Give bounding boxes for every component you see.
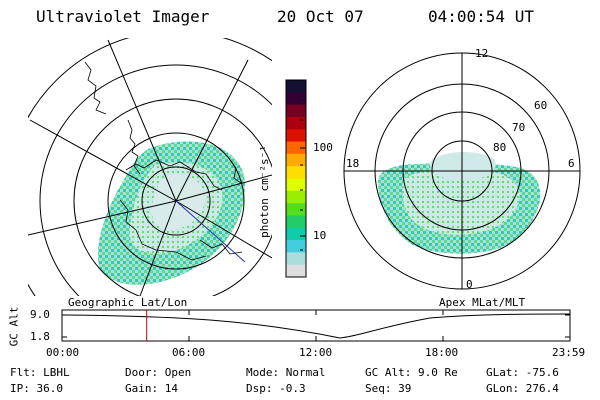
colorbar [285, 79, 307, 278]
terminator-line [175, 200, 246, 263]
colorbar-tick-10: 10 [313, 229, 327, 242]
info-glat: GLat: -75.6 [486, 366, 559, 379]
lat-label-60: 60 [534, 99, 548, 112]
altitude-x-tick-3: 18:00 [425, 346, 459, 359]
mlt-label-bottom: 0 [466, 278, 473, 291]
date-label: 20 Oct 07 [277, 7, 364, 26]
geographic-map [28, 38, 272, 296]
colorbar-segment [286, 141, 306, 155]
altitude-plot [61, 309, 571, 342]
altitude-y-tick-bottom: 1.8 [30, 330, 50, 343]
left-map-label: Geographic Lat/Lon [68, 296, 188, 309]
left-longitude-lines [28, 39, 272, 296]
info-ip: IP: 36.0 [10, 382, 63, 395]
left-coastlines [84, 61, 243, 261]
colorbar-frame [285, 79, 307, 278]
info-gc-alt: GC Alt: 9.0 Re [365, 366, 458, 379]
colorbar-segment [286, 178, 306, 192]
colorbar-segment [286, 153, 306, 167]
info-dsp: Dsp: -0.3 [246, 382, 306, 395]
colorbar-segment [286, 92, 306, 106]
lat-label-70: 70 [512, 121, 526, 134]
info-glon: GLon: 276.4 [486, 382, 559, 395]
altitude-x-tick-1: 06:00 [172, 346, 206, 359]
altitude-x-tick-2: 12:00 [299, 346, 333, 359]
mlt-label-left: 18 [346, 157, 360, 170]
colorbar-segment [286, 80, 306, 93]
colorbar-segment [286, 104, 306, 118]
info-gain: Gain: 14 [125, 382, 178, 395]
mlt-label-top: 12 [475, 47, 489, 60]
lat-label-80: 80 [493, 141, 507, 154]
altitude-curve [61, 313, 571, 339]
left-latitude-circles [28, 38, 272, 296]
altitude-axis-label: GC Alt [7, 306, 21, 347]
time-label: 04:00:54 UT [428, 7, 534, 26]
info-door: Door: Open [125, 366, 192, 379]
colorbar-segment [286, 203, 306, 216]
colorbar-segment [286, 227, 306, 241]
colorbar-segment [286, 116, 306, 130]
info-filter: Flt: LBHL [10, 366, 70, 379]
altitude-y-tick-top: 9.0 [30, 308, 50, 321]
altitude-x-ticks [61, 310, 571, 341]
colorbar-segment [286, 264, 306, 278]
colorbar-segment [286, 166, 306, 179]
colorbar-unit-label: photon cm⁻²s⁻¹ [257, 145, 271, 238]
info-seq: Seq: 39 [365, 382, 412, 395]
colorbar-segment [286, 215, 306, 229]
colorbar-segment [286, 240, 306, 253]
info-mode: Mode: Normal [246, 366, 326, 379]
apex-map [343, 52, 581, 290]
right-map-label: Apex MLat/MLT [439, 296, 526, 309]
mlt-label-right: 6 [568, 157, 575, 170]
colorbar-segment [286, 190, 306, 204]
colorbar-segment [286, 252, 306, 266]
altitude-x-tick-0: 00:00 [46, 346, 80, 359]
colorbar-tick-100: 100 [313, 141, 333, 154]
instrument-title: Ultraviolet Imager [36, 7, 210, 26]
right-aurora-image [378, 151, 541, 254]
right-mlt-lines [344, 53, 580, 289]
altitude-x-tick-4: 23:59 [552, 346, 586, 359]
colorbar-segment [286, 129, 306, 143]
colorbar-ticks [300, 99, 306, 251]
